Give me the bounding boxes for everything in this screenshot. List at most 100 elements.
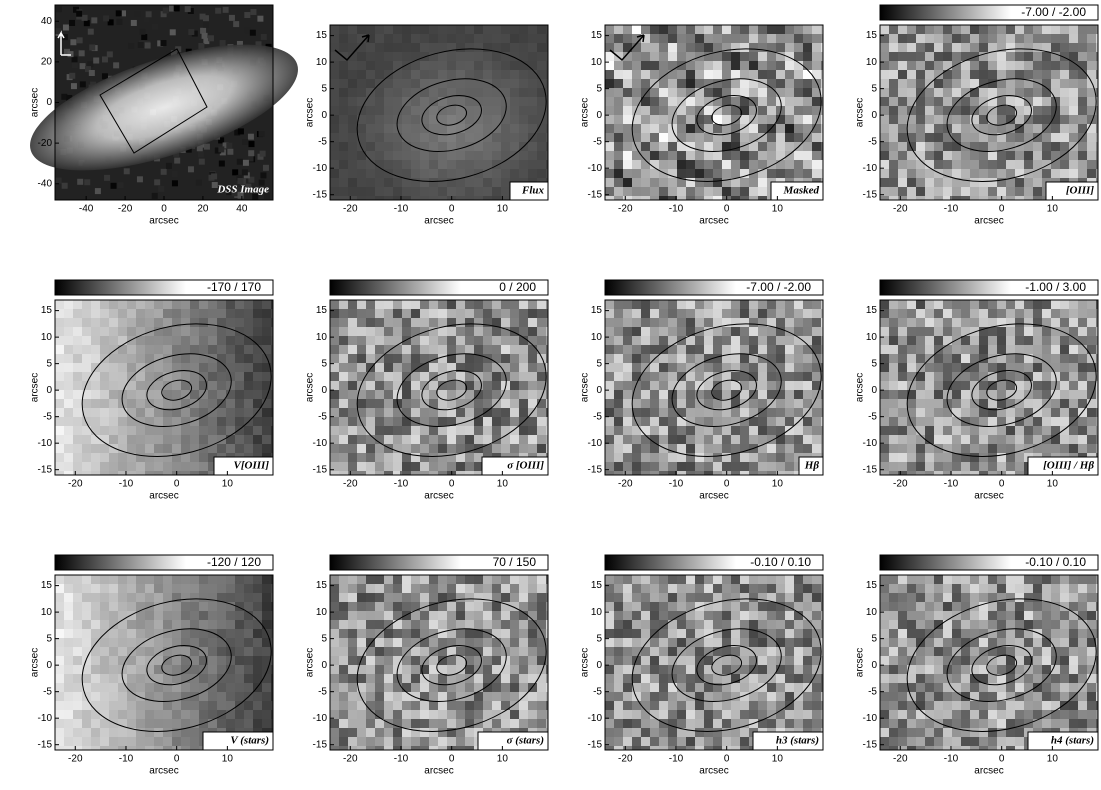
- map-cell: [55, 665, 64, 674]
- map-cell: [447, 52, 456, 61]
- map-cell: [226, 575, 235, 584]
- map-cell: [1024, 151, 1033, 160]
- y-tick-label: 5: [46, 358, 52, 369]
- map-cell: [668, 61, 677, 70]
- map-cell: [686, 151, 695, 160]
- map-cell: [447, 701, 456, 710]
- map-cell: [641, 399, 650, 408]
- map-cell: [429, 656, 438, 665]
- map-cell: [519, 124, 528, 133]
- map-cell: [510, 309, 519, 318]
- map-cell: [821, 363, 830, 372]
- map-cell: [605, 444, 614, 453]
- map-cell: [934, 187, 943, 196]
- map-cell: [348, 187, 357, 196]
- map-cell: [429, 142, 438, 151]
- map-cell: [411, 327, 420, 336]
- map-cell: [731, 336, 740, 345]
- map-cell: [1069, 444, 1078, 453]
- map-cell: [803, 327, 812, 336]
- map-image: [880, 300, 1101, 480]
- map-cell: [420, 79, 429, 88]
- map-cell: [447, 620, 456, 629]
- map-cell: [91, 629, 100, 638]
- y-tick-label: -10: [313, 163, 328, 174]
- map-cell: [118, 417, 127, 426]
- map-cell: [758, 417, 767, 426]
- map-cell: [163, 602, 172, 611]
- map-cell: [943, 363, 952, 372]
- map-cell: [970, 25, 979, 34]
- map-cell: [402, 25, 411, 34]
- map-cell: [271, 638, 280, 647]
- map-cell: [785, 133, 794, 142]
- map-cell: [465, 187, 474, 196]
- map-cell: [943, 133, 952, 142]
- map-cell: [898, 336, 907, 345]
- map-cell: [64, 602, 73, 611]
- map-cell: [925, 106, 934, 115]
- map-cell: [447, 327, 456, 336]
- map-cell: [339, 426, 348, 435]
- x-tick-label: 0: [161, 204, 167, 215]
- map-cell: [348, 647, 357, 656]
- map-cell: [1024, 336, 1033, 345]
- map-cell: [235, 417, 244, 426]
- map-cell: [1024, 327, 1033, 336]
- map-cell: [952, 151, 961, 160]
- map-cell: [91, 701, 100, 710]
- map-cell: [898, 381, 907, 390]
- map-cell: [145, 372, 154, 381]
- map-cell: [794, 43, 803, 52]
- map-cell: [997, 381, 1006, 390]
- map-cell: [1024, 97, 1033, 106]
- map-cell: [731, 300, 740, 309]
- map-cell: [474, 584, 483, 593]
- map-cell: [339, 701, 348, 710]
- map-cell: [262, 647, 271, 656]
- map-cell: [190, 435, 199, 444]
- map-cell: [55, 453, 64, 462]
- map-cell: [943, 372, 952, 381]
- map-cell: [217, 665, 226, 674]
- map-cell: [190, 737, 199, 746]
- map-cell: [614, 336, 623, 345]
- map-cell: [64, 453, 73, 462]
- map-cell: [997, 345, 1006, 354]
- map-cell: [659, 169, 668, 178]
- map-cell: [785, 399, 794, 408]
- map-cell: [519, 300, 528, 309]
- map-cell: [925, 426, 934, 435]
- map-cell: [163, 710, 172, 719]
- map-cell: [785, 88, 794, 97]
- map-cell: [776, 88, 785, 97]
- map-cell: [510, 593, 519, 602]
- map-cell: [749, 453, 758, 462]
- map-cell: [73, 602, 82, 611]
- map-image: [605, 300, 836, 480]
- map-cell: [519, 34, 528, 43]
- map-cell: [898, 169, 907, 178]
- map-cell: [925, 408, 934, 417]
- map-cell: [889, 169, 898, 178]
- map-cell: [812, 408, 821, 417]
- map-cell: [501, 399, 510, 408]
- map-cell: [605, 354, 614, 363]
- map-cell: [925, 417, 934, 426]
- map-cell: [704, 70, 713, 79]
- map-cell: [438, 160, 447, 169]
- map-cell: [456, 318, 465, 327]
- map-cell: [934, 169, 943, 178]
- map-cell: [208, 683, 217, 692]
- map-cell: [546, 97, 555, 106]
- map-cell: [447, 444, 456, 453]
- map-cell: [393, 309, 402, 318]
- map-cell: [429, 638, 438, 647]
- map-cell: [262, 611, 271, 620]
- map-cell: [456, 336, 465, 345]
- map-cell: [91, 710, 100, 719]
- panel-label: [OIII] / Hβ: [1043, 460, 1094, 472]
- map-cell: [330, 593, 339, 602]
- x-tick-label: -10: [944, 204, 959, 215]
- map-cell: [154, 719, 163, 728]
